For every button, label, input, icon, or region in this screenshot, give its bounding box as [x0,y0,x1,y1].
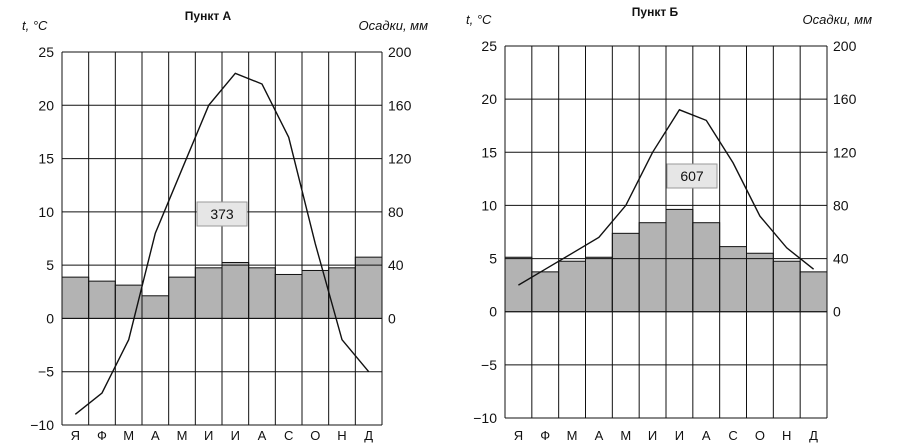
precipitation-bar [799,271,828,313]
precipitation-tick-label: 80 [388,204,404,220]
temperature-tick-label: −10 [473,410,497,426]
precipitation-tick-label: 200 [388,44,412,60]
precipitation-bar [638,222,667,313]
precipitation-axis-label: Осадки, мм [803,12,873,27]
month-label: Д [364,428,373,443]
month-label: М [567,428,578,443]
temperature-tick-label: 20 [481,91,497,107]
month-label: М [620,428,631,443]
month-label: А [151,428,160,443]
temperature-tick-label: 15 [481,144,497,160]
temperature-axis-label: t, °С [22,18,48,33]
precipitation-bar [194,267,223,319]
precipitation-bar [611,232,640,313]
temperature-tick-label: 25 [38,44,54,60]
temperature-tick-label: 5 [489,251,497,267]
month-label: И [231,428,240,443]
temperature-line [74,72,370,415]
month-label: Н [337,428,346,443]
annual-precipitation-value: 373 [210,206,234,222]
precipitation-bar [531,271,560,313]
precipitation-tick-label: 200 [833,38,857,54]
temperature-tick-label: −5 [38,364,54,380]
precipitation-bar [585,256,613,313]
month-label: Н [782,428,791,443]
temperature-tick-label: 10 [38,204,54,220]
month-label: Я [514,428,523,443]
precipitation-tick-label: 0 [388,310,396,326]
month-label: И [204,428,213,443]
precipitation-bar [692,222,721,313]
temperature-axis-label: t, °С [466,12,492,27]
precipitation-tick-label: 40 [833,251,849,267]
month-label: М [123,428,134,443]
precipitation-bar [221,261,250,319]
annual-precipitation-box [196,201,248,227]
month-label: С [284,428,293,443]
month-label: С [728,428,737,443]
precipitation-bar [719,246,748,313]
precipitation-bar [746,252,774,313]
month-label: О [310,428,320,443]
temperature-tick-label: −10 [30,417,54,433]
chart-title: Пункт Б [632,5,679,19]
precipitation-bar [772,260,801,313]
month-label: А [258,428,267,443]
annual-precipitation-value: 607 [680,168,704,184]
chart-title: Пункт А [185,9,232,23]
month-label: А [702,428,711,443]
precipitation-bar [665,208,694,313]
precipitation-tick-label: 160 [833,91,857,107]
temperature-tick-label: 15 [38,151,54,167]
month-label: Ф [97,428,107,443]
precipitation-tick-label: 120 [388,151,412,167]
precipitation-tick-label: 80 [833,197,849,213]
annual-precipitation-box [666,163,718,189]
month-label: М [177,428,188,443]
precipitation-tick-label: 40 [388,257,404,273]
month-label: Я [71,428,80,443]
temperature-tick-label: 25 [481,38,497,54]
temperature-line [518,108,815,286]
precipitation-tick-label: 160 [388,97,412,113]
month-label: О [755,428,765,443]
precipitation-bar [558,260,587,313]
precipitation-bar [248,267,276,319]
precipitation-bar [141,295,170,319]
precipitation-tick-label: 0 [833,304,841,320]
temperature-tick-label: −5 [481,357,497,373]
precipitation-bar [274,273,303,319]
precipitation-bar [328,267,356,319]
precipitation-bar [354,256,383,319]
month-label: Д [809,428,818,443]
precipitation-bar [168,276,196,319]
temperature-tick-label: 0 [46,310,54,326]
temperature-tick-label: 5 [46,257,54,273]
temperature-tick-label: 0 [489,304,497,320]
precipitation-tick-label: 120 [833,144,857,160]
precipitation-bar [301,269,330,319]
precipitation-axis-label: Осадки, мм [359,18,429,33]
month-label: А [595,428,604,443]
precipitation-bar [88,280,116,319]
temperature-tick-label: 20 [38,97,54,113]
temperature-tick-label: 10 [481,197,497,213]
month-label: Ф [540,428,550,443]
month-label: И [648,428,657,443]
month-label: И [675,428,684,443]
precipitation-bar [61,276,90,319]
